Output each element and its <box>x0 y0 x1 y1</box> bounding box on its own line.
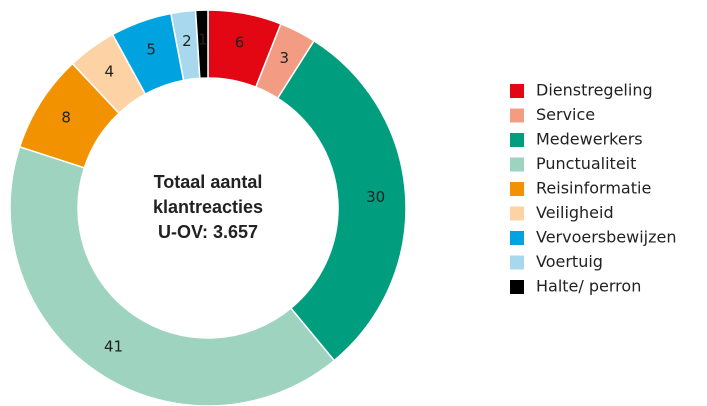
legend-label: Punctualiteit <box>536 154 636 173</box>
legend-swatch <box>510 84 524 98</box>
data-label: 30 <box>366 188 385 206</box>
data-label: 2 <box>182 32 192 50</box>
legend-label: Voertuig <box>536 252 603 271</box>
legend-label: Service <box>536 105 595 124</box>
legend-label: Dienstregeling <box>536 81 653 100</box>
data-label: 41 <box>104 337 123 355</box>
donut-segment <box>194 9 209 80</box>
legend-swatch <box>510 157 524 172</box>
data-label: 4 <box>104 63 114 81</box>
center-text: Totaal aantal <box>154 172 263 192</box>
data-label: 6 <box>235 33 245 51</box>
legend-swatch <box>510 108 524 123</box>
legend-label: Vervoersbewijzen <box>536 228 677 247</box>
legend-label: Veiligheid <box>536 203 614 222</box>
legend-swatch <box>510 231 524 245</box>
legend-swatch <box>510 255 524 270</box>
legend-swatch <box>510 206 524 221</box>
legend-label: Medewerkers <box>536 130 643 149</box>
donut-segment <box>9 145 336 406</box>
data-label: 3 <box>279 49 289 67</box>
data-label: 5 <box>146 40 156 58</box>
center-text: klantreacties <box>153 197 263 217</box>
legend-label: Reisinformatie <box>536 179 651 198</box>
donut-segment <box>276 39 407 362</box>
center-text: U-OV: 3.657 <box>158 222 258 242</box>
legend-label: Halte/ perron <box>536 277 641 296</box>
data-label: 8 <box>61 108 71 126</box>
legend-swatch <box>510 280 524 294</box>
data-label: 1 <box>198 31 208 49</box>
legend-swatch <box>510 133 524 147</box>
legend-swatch <box>510 182 524 196</box>
